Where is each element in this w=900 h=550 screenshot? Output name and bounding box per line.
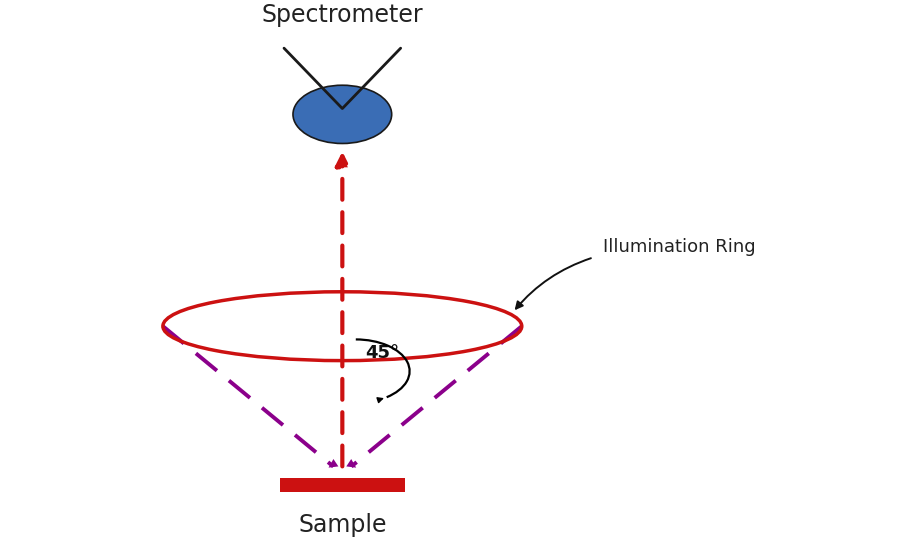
Bar (280, 478, 405, 492)
Circle shape (293, 85, 392, 144)
Text: Spectrometer: Spectrometer (262, 3, 423, 27)
Text: Sample: Sample (298, 513, 387, 537)
Text: 45°: 45° (364, 344, 399, 362)
Text: Illumination Ring: Illumination Ring (602, 238, 755, 256)
